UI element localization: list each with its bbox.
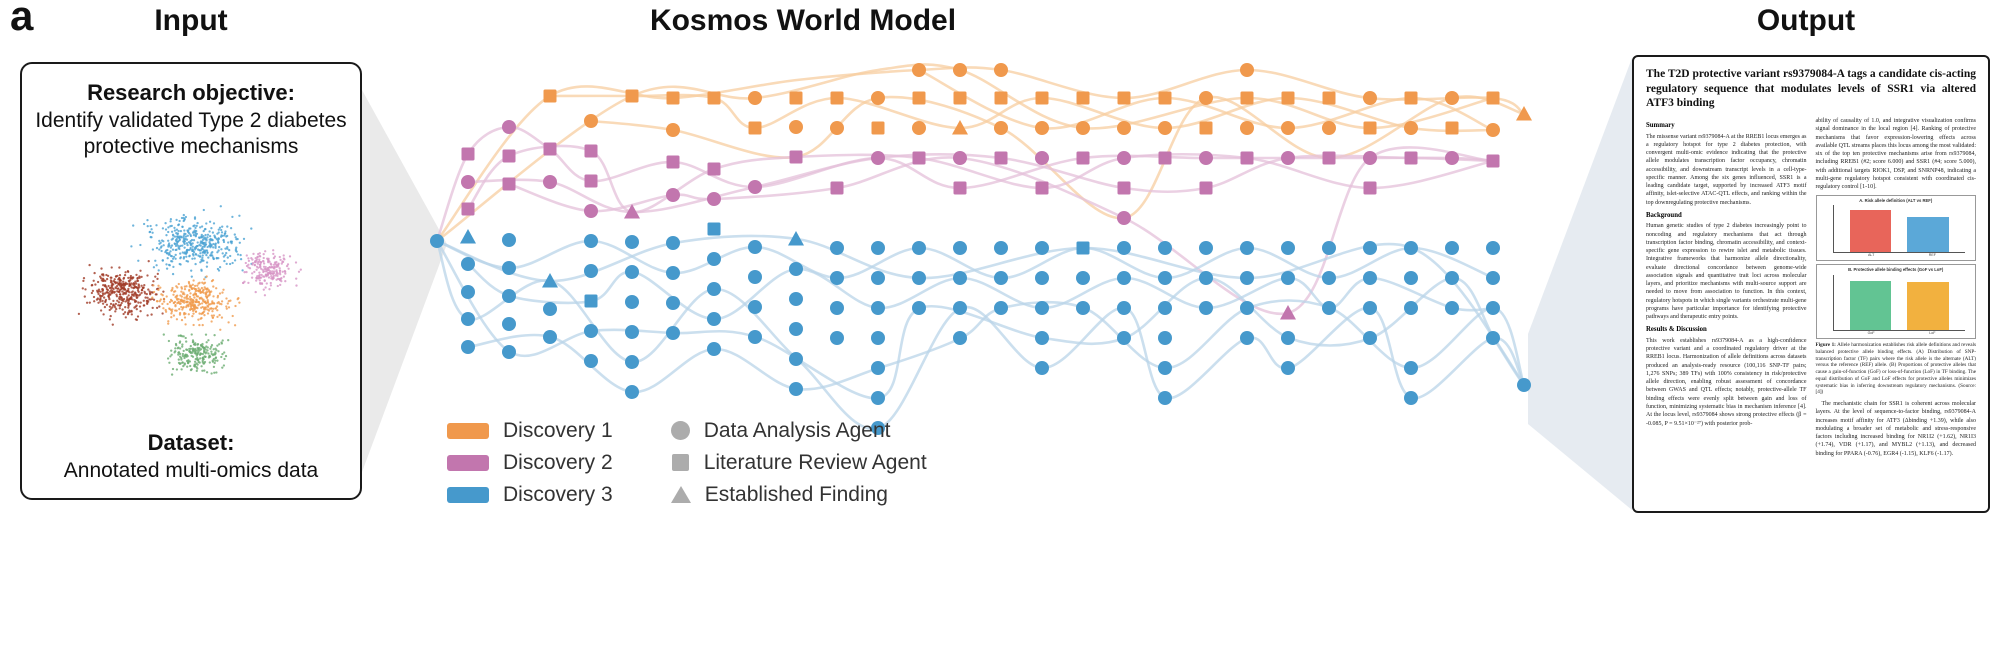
legend-data-analysis-agent: Data Analysis Agent [670,418,927,442]
mini-chart-bar [1849,280,1892,331]
panel-label-a: a [10,0,34,39]
legend-established-finding: Established Finding [670,482,927,506]
data-analysis-agent-label: Data Analysis Agent [703,418,891,442]
mini-chart-title: B. Protective allele binding effects (Go… [1848,267,1944,273]
output-paper: The T2D protective variant rs9379084-A t… [1632,55,1990,513]
circle-node-icon [670,421,690,440]
legend-discovery-column: Discovery 1 Discovery 2 Discovery 3 [447,418,613,506]
discovery-3-label: Discovery 3 [503,482,613,506]
paper-title: The T2D protective variant rs9379084-A t… [1646,68,1976,110]
mini-chart-bar [1907,217,1949,253]
figure1-caption-label: Figure 1: [1815,342,1836,349]
paper-columns: Summary The missense variant rs9379084-A … [1646,117,1976,460]
discovery-3-swatch [447,486,489,503]
paper-right-column: ability of causality of 1.0, and integra… [1815,117,1977,460]
umap-scatter-plot [77,205,302,376]
mini-chart-categories: ALT REF [1867,253,1936,258]
mini-chart-bar [1849,209,1892,253]
triangle-node-icon [670,486,691,503]
paper-section-body: The missense variant rs9379084-A at the … [1646,133,1807,206]
paper-continuation-text: ability of causality of 1.0, and integra… [1815,118,1977,191]
mini-chart-bars [1832,205,1965,254]
discovery-1-label: Discovery 1 [503,418,613,442]
paper-section-body: This work establishes rs9379084-A as a h… [1646,337,1807,427]
legend-literature-review-agent: Literature Review Agent [671,450,927,474]
established-finding-label: Established Finding [704,482,888,506]
dataset-text: Annotated multi-omics data [63,459,319,483]
paper-section-heading: Results & Discussion [1646,326,1707,334]
legend-node-type-column: Data Analysis Agent Literature Review Ag… [670,418,927,506]
discovery-1-swatch [447,422,489,439]
figure1-chart-b: B. Protective allele binding effects (Go… [1815,264,1976,340]
figure1-chart-a: A. Risk allele definition (ALT vs REF) AL… [1815,194,1976,262]
paper-left-column: Summary The missense variant rs9379084-A … [1646,117,1807,460]
mini-chart-bars [1832,275,1965,332]
paper-section-heading: Summary [1646,122,1675,130]
legend-discovery-3: Discovery 3 [447,482,613,506]
figure1-caption-text: Allele harmonization establishes risk al… [1815,342,1977,396]
mini-chart-title: A. Risk allele definition (ALT vs REF) [1859,197,1933,203]
model-header: Kosmos World Model [649,4,957,37]
legend-discovery-1: Discovery 1 [447,418,613,442]
square-node-icon [671,454,689,471]
discovery-2-label: Discovery 2 [503,450,613,474]
discovery-2-swatch [447,454,489,471]
dataset-heading: Dataset: [147,430,235,456]
legend: Discovery 1 Discovery 2 Discovery 3 Data… [447,418,927,506]
paper-mechanism-text: The mechanistic chain for SSR1 is cohere… [1815,401,1977,457]
paper-section-body: Human genetic studies of type 2 diabetes… [1646,223,1807,321]
research-objective-text: Identify validated Type 2 diabetes prote… [35,109,347,158]
input-box: Research objective: Identify validated T… [20,62,362,500]
output-header: Output [1756,4,1856,37]
mini-chart-bar [1907,281,1949,331]
mini-chart-categories: GoF LoF [1867,331,1936,336]
literature-review-agent-label: Literature Review Agent [703,450,927,474]
figure1-caption: Figure 1: Allele harmonization establish… [1816,342,1977,396]
research-objective-heading: Research objective: [87,80,295,105]
legend-discovery-2: Discovery 2 [447,450,613,474]
input-header: Input [154,4,228,37]
paper-section-heading: Background [1646,211,1682,219]
